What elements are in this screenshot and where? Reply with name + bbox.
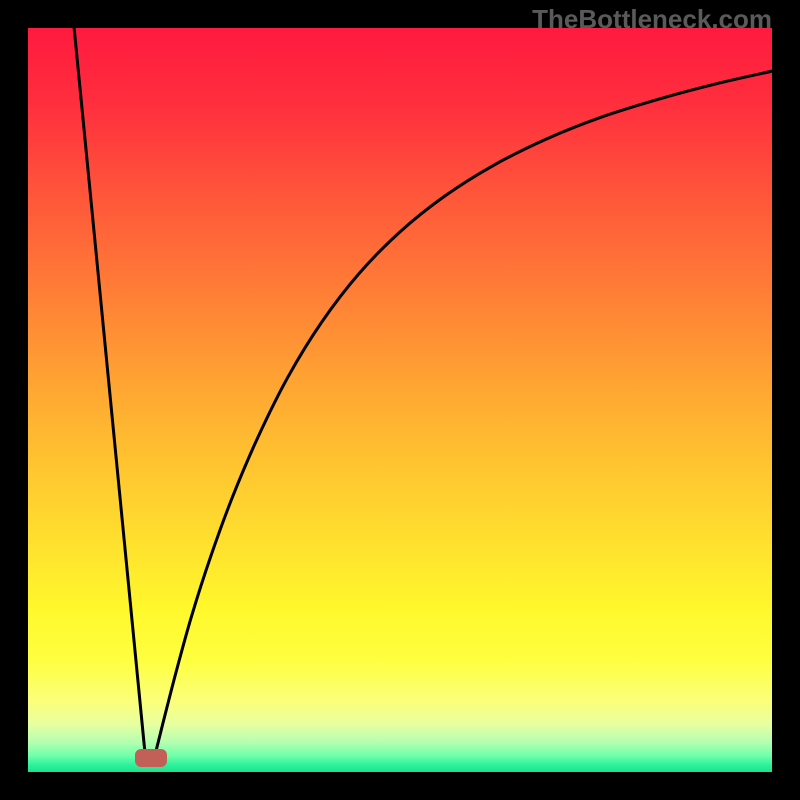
chart-container: TheBottleneck.com bbox=[0, 0, 800, 800]
watermark-text: TheBottleneck.com bbox=[532, 4, 772, 35]
bottleneck-curves bbox=[28, 28, 772, 772]
plot-area bbox=[28, 28, 772, 772]
optimal-marker bbox=[135, 749, 167, 767]
